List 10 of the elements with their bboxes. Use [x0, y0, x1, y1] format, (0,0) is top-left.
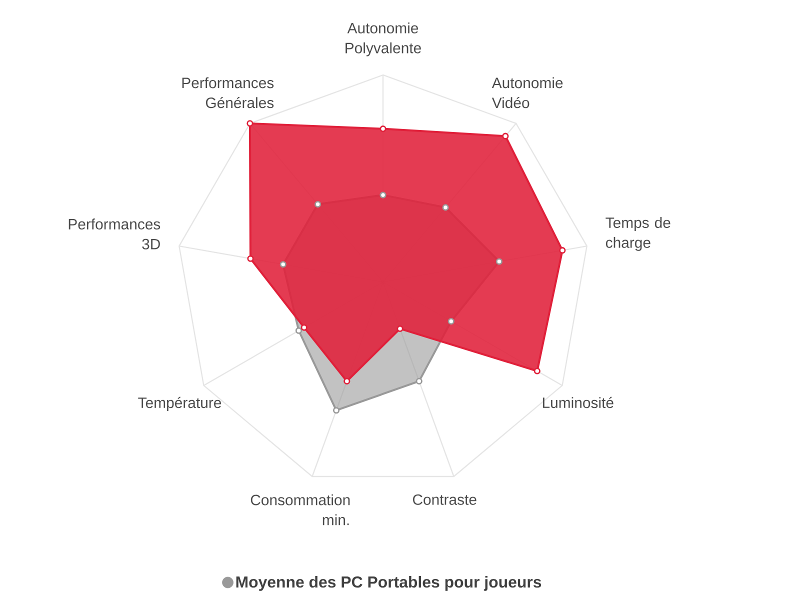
legend-label: Moyenne des PC Portables pour joueurs: [236, 576, 542, 591]
spoke-label: Contraste: [412, 494, 476, 505]
spoke-label: Consommation min.: [250, 494, 350, 526]
spoke-label: Température: [138, 396, 222, 412]
spoke-label: Performances 3D: [68, 218, 160, 250]
spoke-label: Autonomie Polyvalente: [346, 22, 421, 56]
spoke-label: Temps de charge: [606, 217, 670, 251]
spoke-label: Luminosité: [542, 396, 614, 408]
spoke-label: Performances Générales: [182, 77, 274, 108]
spoke-label: Autonomie Vidéo: [492, 77, 563, 108]
